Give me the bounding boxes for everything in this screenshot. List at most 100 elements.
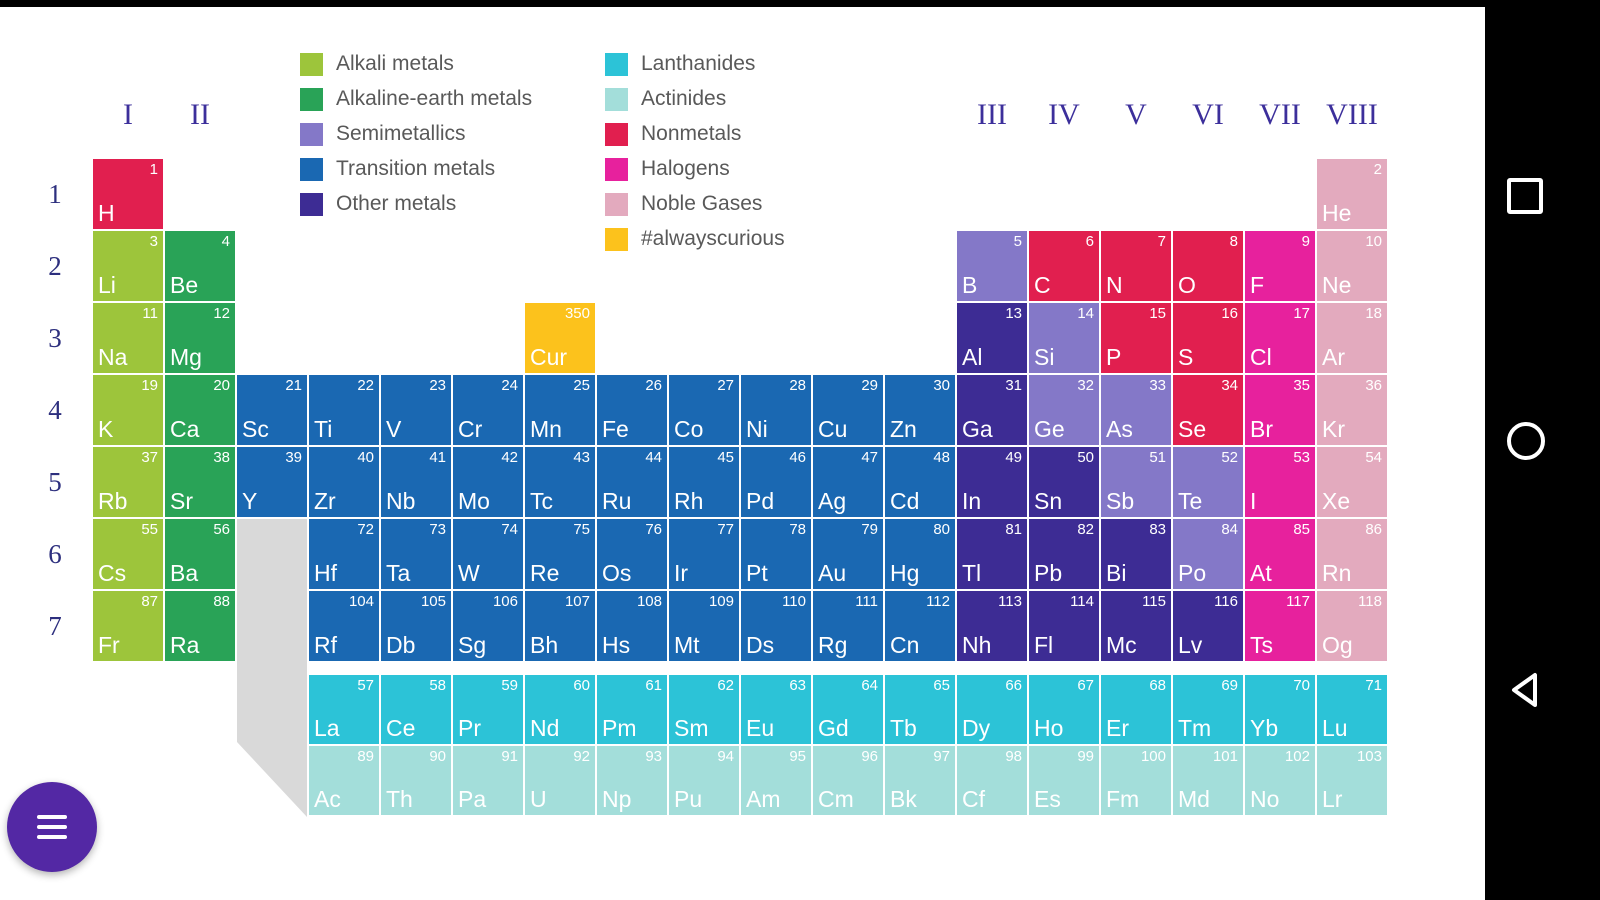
element-Sb[interactable]: 51 Sb: [1100, 446, 1172, 518]
element-Sg[interactable]: 106 Sg: [452, 590, 524, 662]
element-Gd[interactable]: 64 Gd: [812, 674, 884, 745]
element-U[interactable]: 92 U: [524, 745, 596, 816]
element-Ne[interactable]: 10 Ne: [1316, 230, 1388, 302]
element-Pm[interactable]: 61 Pm: [596, 674, 668, 745]
element-Rb[interactable]: 37 Rb: [92, 446, 164, 518]
element-Lv[interactable]: 116 Lv: [1172, 590, 1244, 662]
element-Tl[interactable]: 81 Tl: [956, 518, 1028, 590]
element-Hg[interactable]: 80 Hg: [884, 518, 956, 590]
element-Sm[interactable]: 62 Sm: [668, 674, 740, 745]
element-Pd[interactable]: 46 Pd: [740, 446, 812, 518]
element-Mn[interactable]: 25 Mn: [524, 374, 596, 446]
element-Fe[interactable]: 26 Fe: [596, 374, 668, 446]
element-Ru[interactable]: 44 Ru: [596, 446, 668, 518]
element-P[interactable]: 15 P: [1100, 302, 1172, 374]
element-Xe[interactable]: 54 Xe: [1316, 446, 1388, 518]
element-Bi[interactable]: 83 Bi: [1100, 518, 1172, 590]
element-Lr[interactable]: 103 Lr: [1316, 745, 1388, 816]
element-Bh[interactable]: 107 Bh: [524, 590, 596, 662]
element-Nd[interactable]: 60 Nd: [524, 674, 596, 745]
element-Tb[interactable]: 65 Tb: [884, 674, 956, 745]
home-icon[interactable]: [1507, 422, 1545, 460]
element-Fl[interactable]: 114 Fl: [1028, 590, 1100, 662]
element-Te[interactable]: 52 Te: [1172, 446, 1244, 518]
element-Rn[interactable]: 86 Rn: [1316, 518, 1388, 590]
element-S[interactable]: 16 S: [1172, 302, 1244, 374]
element-Rg[interactable]: 111 Rg: [812, 590, 884, 662]
element-Si[interactable]: 14 Si: [1028, 302, 1100, 374]
element-Se[interactable]: 34 Se: [1172, 374, 1244, 446]
element-Al[interactable]: 13 Al: [956, 302, 1028, 374]
element-K[interactable]: 19 K: [92, 374, 164, 446]
element-Mt[interactable]: 109 Mt: [668, 590, 740, 662]
element-La[interactable]: 57 La: [308, 674, 380, 745]
element-Ag[interactable]: 47 Ag: [812, 446, 884, 518]
element-Mg[interactable]: 12 Mg: [164, 302, 236, 374]
element-Es[interactable]: 99 Es: [1028, 745, 1100, 816]
element-Np[interactable]: 93 Np: [596, 745, 668, 816]
element-Rh[interactable]: 45 Rh: [668, 446, 740, 518]
element-Ts[interactable]: 117 Ts: [1244, 590, 1316, 662]
element-Ca[interactable]: 20 Ca: [164, 374, 236, 446]
element-Sn[interactable]: 50 Sn: [1028, 446, 1100, 518]
element-Sr[interactable]: 38 Sr: [164, 446, 236, 518]
element-Zn[interactable]: 30 Zn: [884, 374, 956, 446]
element-I[interactable]: 53 I: [1244, 446, 1316, 518]
element-Br[interactable]: 35 Br: [1244, 374, 1316, 446]
element-Re[interactable]: 75 Re: [524, 518, 596, 590]
element-Tm[interactable]: 69 Tm: [1172, 674, 1244, 745]
element-Ar[interactable]: 18 Ar: [1316, 302, 1388, 374]
element-Cr[interactable]: 24 Cr: [452, 374, 524, 446]
element-Og[interactable]: 118 Og: [1316, 590, 1388, 662]
element-Ta[interactable]: 73 Ta: [380, 518, 452, 590]
element-Co[interactable]: 27 Co: [668, 374, 740, 446]
back-icon[interactable]: [1507, 670, 1547, 710]
element-Ir[interactable]: 77 Ir: [668, 518, 740, 590]
element-Am[interactable]: 95 Am: [740, 745, 812, 816]
element-Na[interactable]: 11 Na: [92, 302, 164, 374]
element-As[interactable]: 33 As: [1100, 374, 1172, 446]
element-Pr[interactable]: 59 Pr: [452, 674, 524, 745]
element-Cl[interactable]: 17 Cl: [1244, 302, 1316, 374]
element-Dy[interactable]: 66 Dy: [956, 674, 1028, 745]
element-Cm[interactable]: 96 Cm: [812, 745, 884, 816]
element-Lu[interactable]: 71 Lu: [1316, 674, 1388, 745]
menu-fab[interactable]: [7, 782, 97, 872]
element-Nh[interactable]: 113 Nh: [956, 590, 1028, 662]
element-Fr[interactable]: 87 Fr: [92, 590, 164, 662]
element-Mc[interactable]: 115 Mc: [1100, 590, 1172, 662]
element-Ge[interactable]: 32 Ge: [1028, 374, 1100, 446]
element-Bk[interactable]: 97 Bk: [884, 745, 956, 816]
element-Eu[interactable]: 63 Eu: [740, 674, 812, 745]
element-Ga[interactable]: 31 Ga: [956, 374, 1028, 446]
element-Th[interactable]: 90 Th: [380, 745, 452, 816]
element-Ti[interactable]: 22 Ti: [308, 374, 380, 446]
element-Cd[interactable]: 48 Cd: [884, 446, 956, 518]
element-Yb[interactable]: 70 Yb: [1244, 674, 1316, 745]
element-Po[interactable]: 84 Po: [1172, 518, 1244, 590]
element-Y[interactable]: 39 Y: [236, 446, 308, 518]
element-Cur[interactable]: 350 Cur: [524, 302, 596, 374]
element-W[interactable]: 74 W: [452, 518, 524, 590]
element-Cf[interactable]: 98 Cf: [956, 745, 1028, 816]
element-Li[interactable]: 3 Li: [92, 230, 164, 302]
element-Er[interactable]: 68 Er: [1100, 674, 1172, 745]
element-Pt[interactable]: 78 Pt: [740, 518, 812, 590]
element-In[interactable]: 49 In: [956, 446, 1028, 518]
element-Mo[interactable]: 42 Mo: [452, 446, 524, 518]
element-V[interactable]: 23 V: [380, 374, 452, 446]
element-Cs[interactable]: 55 Cs: [92, 518, 164, 590]
element-Md[interactable]: 101 Md: [1172, 745, 1244, 816]
element-Ce[interactable]: 58 Ce: [380, 674, 452, 745]
element-Be[interactable]: 4 Be: [164, 230, 236, 302]
element-Au[interactable]: 79 Au: [812, 518, 884, 590]
element-At[interactable]: 85 At: [1244, 518, 1316, 590]
element-Pb[interactable]: 82 Pb: [1028, 518, 1100, 590]
recent-apps-icon[interactable]: [1507, 178, 1543, 214]
element-Kr[interactable]: 36 Kr: [1316, 374, 1388, 446]
